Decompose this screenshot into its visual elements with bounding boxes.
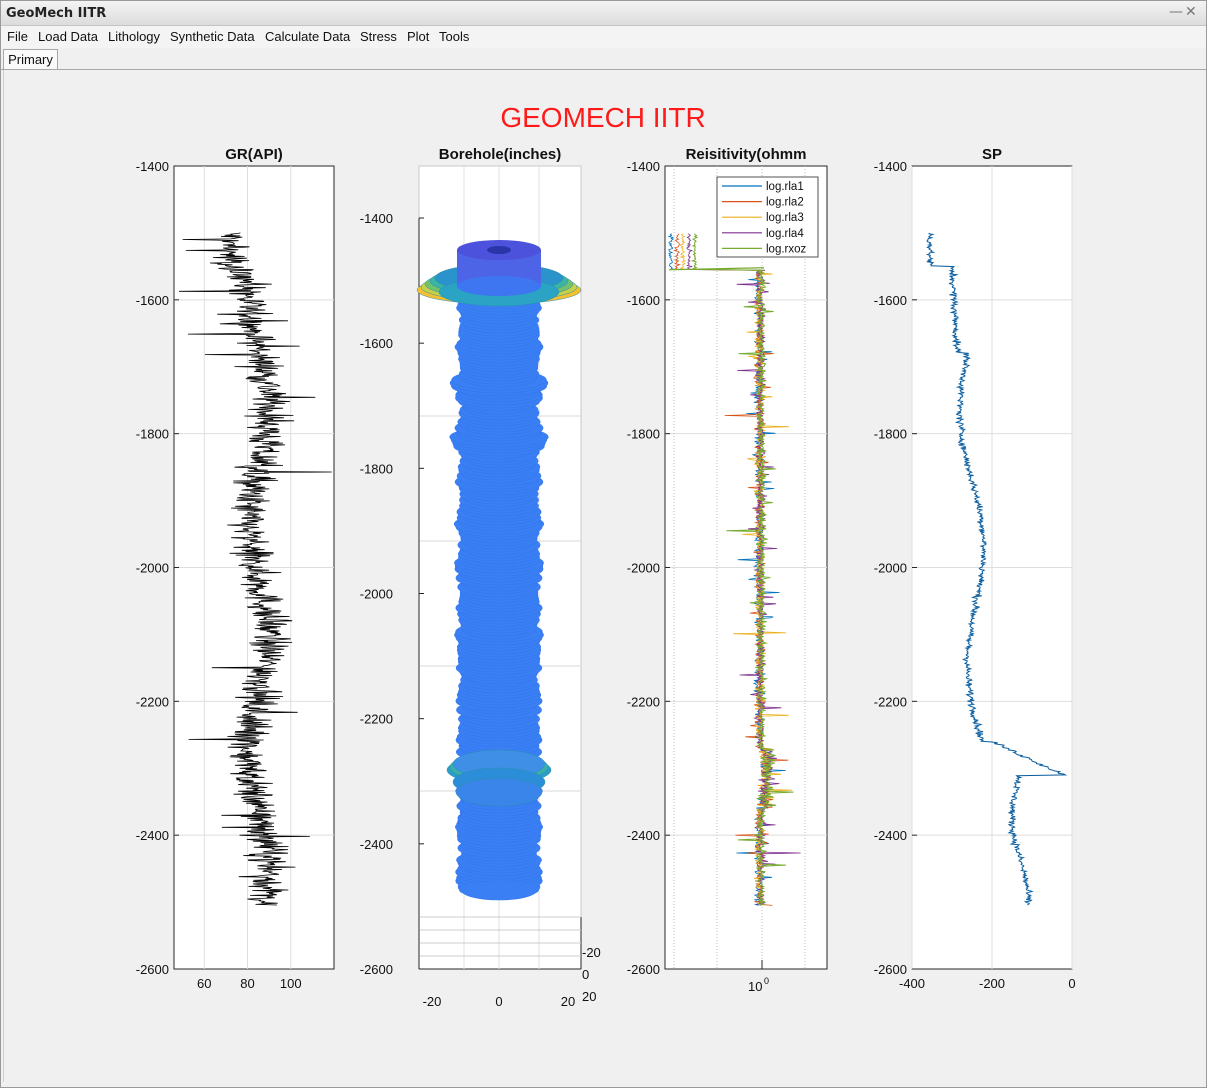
resistivity-axes: Reisitivity(ohmm -1400 -1600 -1800 -2000 -22… [627,146,828,994]
gr-y-tick-label: -2200 [136,694,169,709]
gr-y-tick-label: -2600 [136,962,169,977]
gr-y-tick-label: -1800 [136,427,169,442]
plots-canvas: GR(API) -1400-1600-1800-2000-2200-2400-2… [136,146,1076,1009]
gr-x-tick-label: 100 [280,976,302,991]
menu-synthetic-data[interactable]: Synthetic Data [170,29,255,44]
close-button[interactable]: ✕ [1185,4,1197,20]
menu-calculate-data[interactable]: Calculate Data [265,29,351,44]
borehole-enlargement [455,777,543,807]
gr-x-tick-label: 80 [240,976,254,991]
sp-y-tick-label: -2200 [874,694,907,709]
res-y-tick-label: -2400 [627,828,660,843]
legend-label: log.rla2 [766,197,804,209]
figure-panel: GEOMECH IITR GR(API) -1400 -1600 -1800 -200… [3,70,1202,1082]
gr-x-tick-label: 60 [197,976,211,991]
sp-axes: SP -1400-1600-1800-2000-2200-2400-2600 -… [874,146,1076,991]
gr-y-tick-label: -2000 [136,561,169,576]
bh-x-tick-label: -20 [423,994,442,1009]
sp-log-line [925,232,1068,906]
gr-y-tick-label: -1400 [136,159,169,174]
sp-y-tick-label: -1400 [874,159,907,174]
res-series-line [690,233,794,906]
sp-y-tick-label: -2600 [874,962,907,977]
res-x-tick-label: 10 [748,979,762,994]
res-y-tick-label: -2000 [627,561,660,576]
resistivity-legend[interactable]: log.rla1 log.rla2 log.rla3 log.rla4 log.rxoz [716,176,819,258]
bh-y-tick-label: -2600 [360,962,393,977]
bh-x-tick-label: 0 [495,994,502,1009]
res-x-tick-exponent: 0 [764,976,769,986]
resistivity-axis-title: Reisitivity(ohmm [686,146,807,163]
borehole-axis-title: Borehole(inches) [439,146,562,163]
legend-label: log.rla1 [766,181,804,193]
bh-y-tick-label: -2200 [360,712,393,727]
res-y-tick-label: -1800 [627,427,660,442]
legend-label: log.rla4 [766,228,804,240]
tab-primary[interactable]: Primary [3,49,58,69]
bh-y-tick-label: -2000 [360,587,393,602]
res-y-tick-label: -1400 [627,159,660,174]
bh-z-tick-label: -20 [582,945,601,960]
bh-z-tick-label: 20 [582,989,596,1004]
borehole-top-base [457,276,541,296]
menu-file[interactable]: File [7,29,28,44]
bh-y-tick-label: -1600 [360,336,393,351]
sp-x-tick-label: -200 [979,976,1005,991]
tab-bar: Primary [1,48,1206,70]
gr-log-line [178,232,332,906]
window-title: GeoMech IITR [6,6,107,21]
bh-x-tick-label: 20 [561,994,575,1009]
borehole-surface [416,240,582,901]
menu-lithology[interactable]: Lithology [108,29,161,44]
bh-y-tick-label: -1400 [360,211,393,226]
bh-y-tick-label: -1800 [360,461,393,476]
sp-y-tick-label: -1600 [874,293,907,308]
sp-y-tick-label: -1800 [874,427,907,442]
legend-label: log.rla3 [766,212,804,224]
borehole-bottom-face [459,882,539,898]
menu-plot[interactable]: Plot [407,29,430,44]
res-y-tick-label: -1600 [627,293,660,308]
sp-y-tick-label: -2400 [874,828,907,843]
menu-tools[interactable]: Tools [439,29,470,44]
title-bar: GeoMech IITR — ✕ [1,1,1206,26]
sp-x-tick-label: -400 [899,976,925,991]
menu-stress[interactable]: Stress [360,29,397,44]
gr-axes: GR(API) -1400 -1600 -1800 -2000 -2200 -2400 -2… [136,146,335,991]
legend-label: log.rxoz [766,243,807,255]
minimize-button[interactable]: — [1169,4,1183,20]
sp-axis-title: SP [982,146,1002,163]
bh-z-tick-label: 0 [582,967,589,982]
res-y-tick-label: -2600 [627,962,660,977]
bh-y-tick-label: -2400 [360,837,393,852]
sp-y-tick-label: -2000 [874,561,907,576]
res-y-tick-label: -2200 [627,694,660,709]
menu-bar: File Load Data Lithology Synthetic Data … [1,26,1206,48]
menu-load-data[interactable]: Load Data [38,29,98,44]
sp-x-tick-label: 0 [1068,976,1075,991]
gr-y-tick-label: -2400 [136,828,169,843]
gr-axis-title: GR(API) [225,146,283,163]
figure-title: GEOMECH IITR [500,102,706,133]
borehole-top-hole [487,246,511,254]
gr-y-tick-label: -1600 [136,293,169,308]
res-series-segment [668,267,765,271]
borehole-axes: Borehole(inches) -1400-1600-1800-2000-22… [360,146,601,1009]
